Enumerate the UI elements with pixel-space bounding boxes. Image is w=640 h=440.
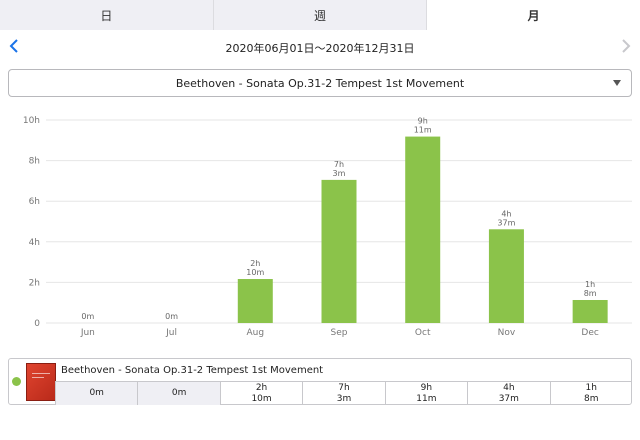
- practice-time-chart: 0 2h 4h 6h 8h 10h 0m Jun 0m Jul 2h 10m Aug 7h 3m Sep 9h 1…: [0, 108, 640, 340]
- bar-value-label: 1h: [585, 280, 595, 289]
- summary-cell: 2h 10m: [219, 382, 302, 405]
- bar-value-label: 9h: [418, 117, 428, 126]
- y-tick-label: 2h: [29, 278, 40, 288]
- y-tick-label: 6h: [29, 197, 40, 207]
- summary-cell: 1h 8m: [549, 382, 632, 405]
- bar-value-label: 2h: [250, 259, 260, 268]
- piece-select[interactable]: Beethoven - Sonata Op.31-2 Tempest 1st M…: [8, 69, 632, 97]
- summary-cell-line2: 8m: [583, 393, 599, 404]
- bar: [572, 299, 608, 323]
- bar: [237, 279, 273, 323]
- summary-cell: 0m: [137, 382, 220, 405]
- summary-cell: 9h 11m: [384, 382, 467, 405]
- score-thumbnail: [26, 363, 56, 401]
- caret-down-icon: [613, 80, 621, 86]
- summary-cell-line1: 0m: [89, 388, 104, 398]
- bar-value-label: 0m: [81, 312, 94, 321]
- summary-cell-line1: 7h: [338, 382, 350, 393]
- summary-cell: 4h 37m: [467, 382, 549, 405]
- summary-cells: 0m 0m 2h 10m 7h 3m 9h 11m 4h 37m 1h 8m: [55, 381, 632, 405]
- x-tick-label: Jun: [80, 328, 95, 338]
- bar-value-label: 8m: [584, 289, 597, 298]
- summary-cell: 0m: [55, 382, 138, 405]
- bar-value-label: 7h: [334, 160, 344, 169]
- y-tick-label: 10h: [23, 116, 40, 126]
- bar: [405, 136, 441, 323]
- bar-value-label: 11m: [414, 126, 432, 135]
- x-tick-label: Sep: [331, 328, 348, 338]
- bar-value-label: 0m: [165, 312, 178, 321]
- summary-cell-line2: 3m: [336, 393, 352, 404]
- bar-value-label: 3m: [333, 169, 346, 178]
- bar: [321, 179, 357, 323]
- x-tick-label: Nov: [498, 328, 516, 338]
- legend-dot: [12, 377, 21, 386]
- y-tick-label: 4h: [29, 238, 40, 248]
- summary-cell-line1: 0m: [171, 388, 187, 398]
- summary-cell-line1: 9h: [420, 382, 433, 393]
- summary-table: Beethoven - Sonata Op.31-2 Tempest 1st M…: [8, 358, 632, 405]
- tab-day[interactable]: 日: [0, 0, 214, 30]
- summary-cell-line2: 37m: [498, 393, 519, 404]
- x-tick-label: Aug: [246, 328, 264, 338]
- summary-cell-line2: 10m: [251, 393, 272, 404]
- piece-select-value: Beethoven - Sonata Op.31-2 Tempest 1st M…: [175, 76, 465, 90]
- bar-value-label: 37m: [497, 218, 515, 227]
- x-tick-label: Jul: [165, 328, 177, 338]
- summary-cell-line1: 1h: [585, 382, 597, 393]
- bar: [488, 229, 524, 323]
- y-tick-label: 8h: [29, 157, 40, 167]
- summary-cell-line1: 4h: [503, 382, 515, 393]
- chevron-right-icon[interactable]: [616, 36, 636, 56]
- period-tabs: 日 週 月: [0, 0, 640, 30]
- date-navigator: 2020年06月01日〜2020年12月31日: [0, 34, 640, 60]
- chevron-left-icon[interactable]: [4, 36, 24, 56]
- bar-value-label: 10m: [246, 268, 264, 277]
- x-tick-label: Oct: [415, 328, 431, 338]
- summary-title: Beethoven - Sonata Op.31-2 Tempest 1st M…: [61, 365, 324, 376]
- chart-svg: 02h4h6h8h10h0mJun0mJul2h10mAug7h3mSep9h1…: [23, 116, 632, 338]
- x-tick-label: Dec: [581, 328, 598, 338]
- date-range-label: 2020年06月01日〜2020年12月31日: [225, 42, 415, 55]
- summary-cell-line1: 2h: [255, 382, 268, 393]
- summary-cell: 7h 3m: [302, 382, 384, 405]
- y-tick-label: 0: [34, 319, 40, 329]
- tab-week[interactable]: 週: [214, 0, 428, 30]
- summary-cell-line2: 11m: [416, 393, 437, 404]
- bar-value-label: 4h: [501, 209, 511, 218]
- tab-month[interactable]: 月: [427, 0, 640, 30]
